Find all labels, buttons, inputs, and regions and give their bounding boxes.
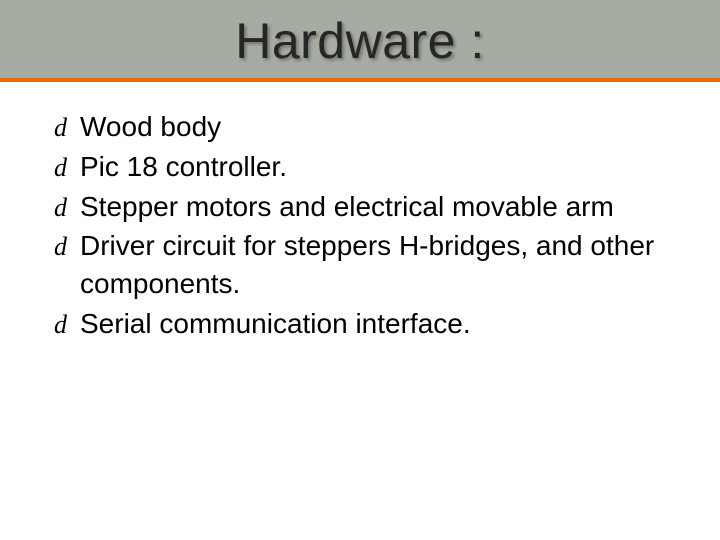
list-item: d Serial communication interface. bbox=[54, 305, 670, 343]
bullet-icon: d bbox=[54, 148, 80, 185]
bullet-list: d Wood body d Pic 18 controller. d Stepp… bbox=[0, 82, 720, 343]
bullet-icon: d bbox=[54, 305, 80, 342]
list-item: d Pic 18 controller. bbox=[54, 148, 670, 186]
list-item: d Wood body bbox=[54, 108, 670, 146]
title-band: Hardware : bbox=[0, 0, 720, 82]
bullet-text: Wood body bbox=[80, 108, 670, 146]
list-item: d Stepper motors and electrical movable … bbox=[54, 188, 670, 226]
bullet-icon: d bbox=[54, 227, 80, 264]
bullet-icon: d bbox=[54, 108, 80, 145]
list-item: d Driver circuit for steppers H-bridges,… bbox=[54, 227, 670, 303]
slide-title: Hardware : bbox=[235, 13, 485, 69]
slide: Hardware : d Wood body d Pic 18 controll… bbox=[0, 0, 720, 540]
bullet-text: Driver circuit for steppers H-bridges, a… bbox=[80, 227, 670, 303]
bullet-text: Stepper motors and electrical movable ar… bbox=[80, 188, 670, 226]
bullet-text: Serial communication interface. bbox=[80, 305, 670, 343]
bullet-icon: d bbox=[54, 188, 80, 225]
bullet-text: Pic 18 controller. bbox=[80, 148, 670, 186]
